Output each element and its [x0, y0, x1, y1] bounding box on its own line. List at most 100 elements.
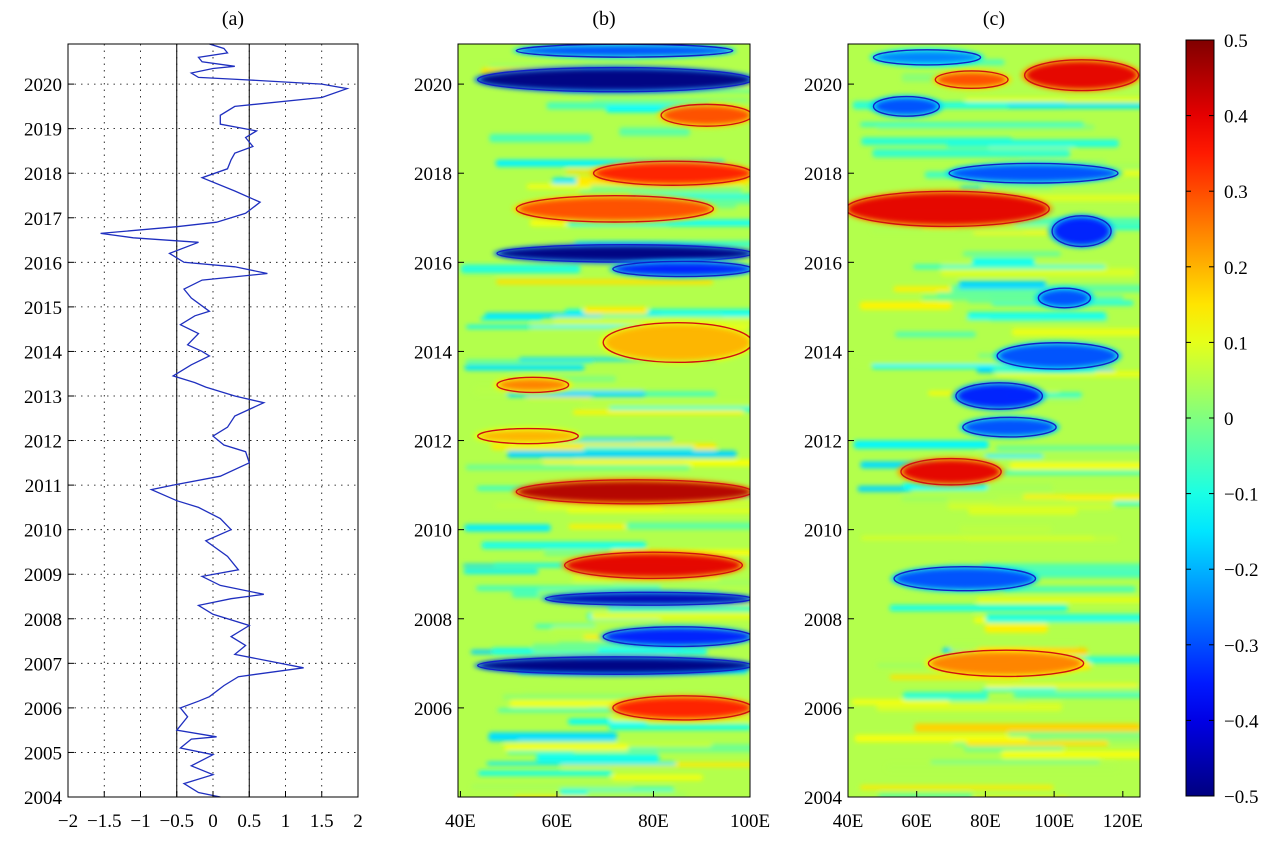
c-feature-contour [996, 342, 1119, 370]
panel-a-y-axis: 2004 2005 2006 2007 2008 2009 2010 2011 2012 2013… [24, 75, 74, 809]
panel-a-y-tick-label: 2018 [24, 164, 62, 185]
panel-c-frame [847, 43, 1141, 798]
c-feature [848, 193, 1048, 225]
panel-c: (c) 40E 60E 80E 100E 120E 200420062008201020… [804, 8, 1143, 832]
b-band [591, 612, 750, 620]
panel-a-y-tick-label: 2016 [24, 253, 62, 274]
b-band [465, 464, 691, 471]
b-feature [479, 69, 750, 90]
c-band [859, 122, 1085, 127]
c-feature [1040, 290, 1089, 306]
colorbar: 0.5 0.4 0.3 0.2 0.1 0 −0.1 −0.2 −0.3 −0.4 −0.5 [1185, 31, 1259, 808]
b-band [566, 508, 750, 513]
colorbar-tick-label: 0.5 [1224, 31, 1248, 52]
panel-a-y-tick-label: 2007 [24, 654, 62, 675]
c-band [1007, 731, 1140, 737]
c-band [889, 605, 1068, 611]
c-feature-contour [955, 382, 1044, 410]
c-band [967, 312, 1107, 320]
c-band [967, 297, 1040, 304]
b-y-tick-label: 2020 [414, 75, 452, 96]
b-x-tick-label: 60E [542, 811, 573, 832]
b-feature-contour [612, 695, 750, 721]
panel-b-heatmap-features [473, 44, 750, 722]
panel-a-series-line [100, 43, 350, 798]
b-feature-contour [592, 160, 750, 186]
b-feature-contour [660, 103, 750, 127]
c-band [1001, 750, 1140, 759]
b-feature-contour [477, 427, 579, 445]
panel-a-x-tick-label: −1.5 [87, 811, 121, 832]
b-band [608, 724, 750, 731]
b-y-tick-label: 2012 [414, 432, 452, 453]
panel-a-y-tick-label: 2009 [24, 565, 62, 586]
c-band [1007, 572, 1140, 578]
c-band [1019, 194, 1140, 202]
c-y-tick-label: 2010 [804, 521, 842, 542]
c-band [1009, 462, 1140, 470]
b-feature-contour [515, 195, 715, 223]
c-y-tick-label: 2006 [804, 699, 842, 720]
colorbar-tick-label: 0.2 [1224, 258, 1248, 279]
panel-a-y-tick-label: 2015 [24, 298, 62, 319]
c-band [1003, 586, 1136, 592]
b-band [580, 186, 743, 196]
c-y-tick-label: 2008 [804, 610, 842, 631]
c-band [985, 683, 1139, 688]
c-band [876, 703, 1062, 712]
c-feature [875, 51, 979, 63]
panel-a-y-tick-label: 2013 [24, 387, 62, 408]
c-band [854, 734, 1029, 742]
b-band [477, 770, 613, 776]
c-feature-contour [1051, 215, 1112, 248]
panel-a-x-tick-label: 1.5 [310, 811, 334, 832]
c-feature-contour [893, 565, 1037, 592]
b-y-tick-label: 2006 [414, 699, 452, 720]
panel-b-y-axis: 2006 2008 2010 2012 2014 2016 2018 2020 [414, 75, 464, 720]
c-band [965, 740, 1109, 747]
c-band [997, 470, 1140, 475]
panel-b-frame [457, 43, 751, 798]
c-y-tick-label: 2018 [804, 164, 842, 185]
b-feature-contour [602, 626, 750, 648]
panel-a-x-tick-label: −0.5 [160, 811, 194, 832]
panel-b-plot-area [458, 44, 750, 797]
b-feature [479, 430, 577, 442]
c-band [859, 301, 952, 310]
c-band [1011, 328, 1140, 336]
b-feature [518, 46, 731, 56]
b-band [481, 541, 647, 549]
panel-c-title: (c) [983, 8, 1005, 30]
b-feature-contour [515, 479, 750, 505]
c-feature [902, 460, 1000, 483]
c-band [959, 525, 1052, 534]
b-feature [605, 324, 750, 361]
b-feature [499, 246, 750, 261]
panel-a-title: (a) [222, 8, 244, 30]
c-y-tick-label: 2014 [804, 342, 843, 363]
colorbar-tick-label: 0.1 [1224, 333, 1248, 354]
c-feature [951, 165, 1116, 182]
colorbar-tick-label: 0 [1224, 409, 1234, 430]
b-feature-contour [496, 376, 570, 394]
c-feature [1026, 61, 1137, 89]
b-feature-contour [563, 551, 744, 580]
c-band [968, 506, 1078, 515]
panel-a-x-axis: −2 −1.5 −1 −0.5 0 0.5 1 1.5 2 [58, 791, 363, 832]
panel-c-y-axis: 2004 2006 2008 2010 2012 2014 2016 2018 2020 [804, 75, 854, 809]
colorbar-tick-label: 0.3 [1224, 182, 1248, 203]
panel-a-y-tick-label: 2006 [24, 699, 62, 720]
panel-a-y-tick-label: 2014 [24, 342, 63, 363]
c-feature-contour [927, 649, 1085, 678]
b-feature-contour [544, 591, 750, 606]
panel-a: (a) −2 −1.5 −1 −0.5 0 0.5 1 1.5 2 20042005200620… [24, 8, 363, 832]
b-x-tick-label: 40E [445, 811, 476, 832]
c-band [886, 764, 1117, 771]
c-y-tick-label: 2004 [804, 788, 843, 809]
c-band [902, 691, 989, 701]
c-feature-contour [948, 162, 1119, 184]
c-y-tick-label: 2016 [804, 253, 842, 274]
b-y-tick-label: 2016 [414, 253, 452, 274]
b-band [495, 279, 714, 285]
c-band [965, 97, 1140, 102]
